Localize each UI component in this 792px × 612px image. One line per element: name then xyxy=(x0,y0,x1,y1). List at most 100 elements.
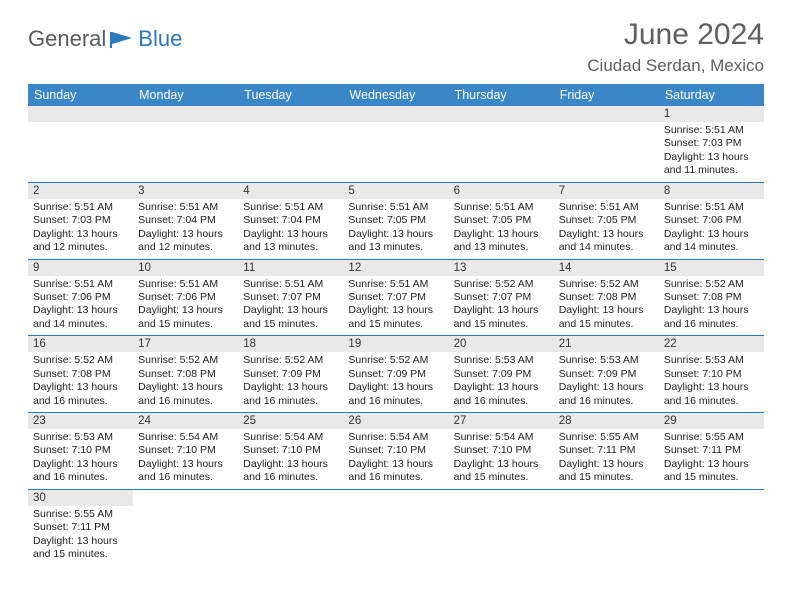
day-number: 23 xyxy=(28,413,133,429)
calendar-body: 1Sunrise: 5:51 AMSunset: 7:03 PMDaylight… xyxy=(28,106,764,566)
calendar-cell: 18Sunrise: 5:52 AMSunset: 7:09 PMDayligh… xyxy=(238,336,343,413)
day-number: 22 xyxy=(659,336,764,352)
day-number: 7 xyxy=(554,183,659,199)
day-number: 30 xyxy=(28,490,133,506)
day-number: 15 xyxy=(659,260,764,276)
calendar-cell: 21Sunrise: 5:53 AMSunset: 7:09 PMDayligh… xyxy=(554,336,659,413)
day-details: Sunrise: 5:51 AMSunset: 7:06 PMDaylight:… xyxy=(659,199,764,259)
day-details: Sunrise: 5:54 AMSunset: 7:10 PMDaylight:… xyxy=(343,429,448,489)
calendar-cell: 6Sunrise: 5:51 AMSunset: 7:05 PMDaylight… xyxy=(449,182,554,259)
day-details: Sunrise: 5:51 AMSunset: 7:06 PMDaylight:… xyxy=(28,276,133,336)
day-details: Sunrise: 5:51 AMSunset: 7:05 PMDaylight:… xyxy=(449,199,554,259)
weekday-header: Sunday xyxy=(28,84,133,106)
calendar-cell xyxy=(238,106,343,182)
empty-day xyxy=(28,106,133,122)
day-number: 1 xyxy=(659,106,764,122)
day-details: Sunrise: 5:54 AMSunset: 7:10 PMDaylight:… xyxy=(133,429,238,489)
calendar-cell xyxy=(133,489,238,565)
calendar-cell: 3Sunrise: 5:51 AMSunset: 7:04 PMDaylight… xyxy=(133,182,238,259)
calendar-cell: 14Sunrise: 5:52 AMSunset: 7:08 PMDayligh… xyxy=(554,259,659,336)
page: General Blue June 2024 Ciudad Serdan, Me… xyxy=(0,0,792,584)
day-details: Sunrise: 5:51 AMSunset: 7:03 PMDaylight:… xyxy=(659,122,764,182)
day-number: 8 xyxy=(659,183,764,199)
day-number: 16 xyxy=(28,336,133,352)
calendar-cell: 12Sunrise: 5:51 AMSunset: 7:07 PMDayligh… xyxy=(343,259,448,336)
day-number: 6 xyxy=(449,183,554,199)
calendar-cell: 11Sunrise: 5:51 AMSunset: 7:07 PMDayligh… xyxy=(238,259,343,336)
calendar-cell xyxy=(554,106,659,182)
day-details: Sunrise: 5:52 AMSunset: 7:08 PMDaylight:… xyxy=(28,352,133,412)
day-number: 4 xyxy=(238,183,343,199)
day-details: Sunrise: 5:53 AMSunset: 7:10 PMDaylight:… xyxy=(28,429,133,489)
title-block: June 2024 Ciudad Serdan, Mexico xyxy=(587,18,764,76)
day-details: Sunrise: 5:51 AMSunset: 7:04 PMDaylight:… xyxy=(238,199,343,259)
calendar-cell xyxy=(659,489,764,565)
day-number: 2 xyxy=(28,183,133,199)
day-details: Sunrise: 5:55 AMSunset: 7:11 PMDaylight:… xyxy=(659,429,764,489)
day-details: Sunrise: 5:52 AMSunset: 7:08 PMDaylight:… xyxy=(659,276,764,336)
day-details: Sunrise: 5:55 AMSunset: 7:11 PMDaylight:… xyxy=(28,506,133,566)
day-number: 19 xyxy=(343,336,448,352)
day-details: Sunrise: 5:51 AMSunset: 7:05 PMDaylight:… xyxy=(343,199,448,259)
calendar-cell xyxy=(449,106,554,182)
day-number: 25 xyxy=(238,413,343,429)
logo-text-general: General xyxy=(28,26,106,52)
calendar-cell: 4Sunrise: 5:51 AMSunset: 7:04 PMDaylight… xyxy=(238,182,343,259)
day-number: 14 xyxy=(554,260,659,276)
calendar-cell: 26Sunrise: 5:54 AMSunset: 7:10 PMDayligh… xyxy=(343,413,448,490)
day-details: Sunrise: 5:52 AMSunset: 7:08 PMDaylight:… xyxy=(133,352,238,412)
calendar-cell: 1Sunrise: 5:51 AMSunset: 7:03 PMDaylight… xyxy=(659,106,764,182)
day-number: 3 xyxy=(133,183,238,199)
day-details: Sunrise: 5:52 AMSunset: 7:09 PMDaylight:… xyxy=(343,352,448,412)
calendar-cell: 5Sunrise: 5:51 AMSunset: 7:05 PMDaylight… xyxy=(343,182,448,259)
calendar-cell: 27Sunrise: 5:54 AMSunset: 7:10 PMDayligh… xyxy=(449,413,554,490)
calendar-cell xyxy=(554,489,659,565)
day-number: 29 xyxy=(659,413,764,429)
calendar-cell: 15Sunrise: 5:52 AMSunset: 7:08 PMDayligh… xyxy=(659,259,764,336)
weekday-header: Thursday xyxy=(449,84,554,106)
day-details: Sunrise: 5:53 AMSunset: 7:09 PMDaylight:… xyxy=(449,352,554,412)
day-number: 10 xyxy=(133,260,238,276)
calendar-cell: 20Sunrise: 5:53 AMSunset: 7:09 PMDayligh… xyxy=(449,336,554,413)
calendar-cell: 29Sunrise: 5:55 AMSunset: 7:11 PMDayligh… xyxy=(659,413,764,490)
calendar-header: SundayMondayTuesdayWednesdayThursdayFrid… xyxy=(28,84,764,106)
calendar-cell xyxy=(343,489,448,565)
day-number: 11 xyxy=(238,260,343,276)
day-number: 21 xyxy=(554,336,659,352)
day-details: Sunrise: 5:52 AMSunset: 7:08 PMDaylight:… xyxy=(554,276,659,336)
weekday-header: Tuesday xyxy=(238,84,343,106)
calendar-cell: 28Sunrise: 5:55 AMSunset: 7:11 PMDayligh… xyxy=(554,413,659,490)
day-details: Sunrise: 5:51 AMSunset: 7:03 PMDaylight:… xyxy=(28,199,133,259)
calendar-cell: 25Sunrise: 5:54 AMSunset: 7:10 PMDayligh… xyxy=(238,413,343,490)
empty-day xyxy=(449,106,554,122)
calendar-cell: 7Sunrise: 5:51 AMSunset: 7:05 PMDaylight… xyxy=(554,182,659,259)
calendar-cell xyxy=(343,106,448,182)
day-number: 20 xyxy=(449,336,554,352)
empty-day xyxy=(554,106,659,122)
empty-day xyxy=(133,106,238,122)
day-number: 28 xyxy=(554,413,659,429)
weekday-header: Friday xyxy=(554,84,659,106)
empty-day xyxy=(238,106,343,122)
weekday-header: Saturday xyxy=(659,84,764,106)
day-details: Sunrise: 5:54 AMSunset: 7:10 PMDaylight:… xyxy=(238,429,343,489)
location-subtitle: Ciudad Serdan, Mexico xyxy=(587,56,764,76)
day-number: 5 xyxy=(343,183,448,199)
day-details: Sunrise: 5:54 AMSunset: 7:10 PMDaylight:… xyxy=(449,429,554,489)
day-details: Sunrise: 5:51 AMSunset: 7:06 PMDaylight:… xyxy=(133,276,238,336)
calendar-cell: 22Sunrise: 5:53 AMSunset: 7:10 PMDayligh… xyxy=(659,336,764,413)
calendar-cell xyxy=(449,489,554,565)
page-title: June 2024 xyxy=(587,18,764,52)
day-number: 18 xyxy=(238,336,343,352)
day-number: 27 xyxy=(449,413,554,429)
header: General Blue June 2024 Ciudad Serdan, Me… xyxy=(28,18,764,76)
calendar-cell: 8Sunrise: 5:51 AMSunset: 7:06 PMDaylight… xyxy=(659,182,764,259)
calendar-cell: 2Sunrise: 5:51 AMSunset: 7:03 PMDaylight… xyxy=(28,182,133,259)
calendar-cell: 30Sunrise: 5:55 AMSunset: 7:11 PMDayligh… xyxy=(28,489,133,565)
day-details: Sunrise: 5:53 AMSunset: 7:10 PMDaylight:… xyxy=(659,352,764,412)
calendar-cell xyxy=(238,489,343,565)
day-details: Sunrise: 5:52 AMSunset: 7:07 PMDaylight:… xyxy=(449,276,554,336)
calendar-cell: 10Sunrise: 5:51 AMSunset: 7:06 PMDayligh… xyxy=(133,259,238,336)
day-number: 9 xyxy=(28,260,133,276)
calendar-cell: 17Sunrise: 5:52 AMSunset: 7:08 PMDayligh… xyxy=(133,336,238,413)
